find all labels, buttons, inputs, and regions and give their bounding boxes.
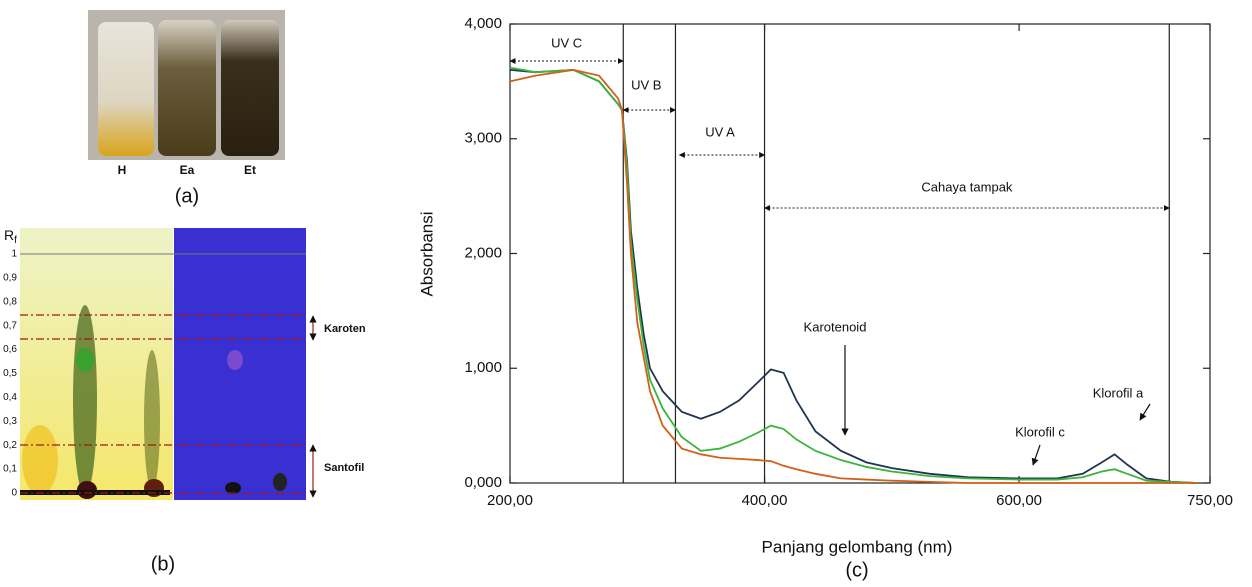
annotation: UV A [705, 124, 735, 139]
rf-tick-label: 0,2 [3, 440, 17, 451]
annotation: Cahaya tampak [921, 179, 1013, 194]
caption: (c) [845, 559, 868, 581]
rf-label: Rf [4, 227, 17, 246]
rf-tick-label: 0 [11, 488, 17, 499]
y-tick-label: 4,000 [464, 15, 502, 32]
series-line [509, 68, 1198, 484]
jar-label: H [118, 163, 127, 177]
x-tick-label: 750,00 [1187, 492, 1233, 509]
rf-label-sub: f [14, 235, 17, 246]
rf-ticks: 1 0,9 0,8 0,7 0,6 0,5 0,4 0,3 0,2 0,1 0 [3, 249, 17, 499]
rf-label-main: R [4, 227, 14, 243]
annotation-arrow [1031, 444, 1041, 466]
x-tick-label: 600,00 [996, 492, 1042, 509]
annotation-arrow [1139, 403, 1151, 421]
annotation: Klorofil a [1093, 385, 1144, 400]
y-tick-label: 3,000 [464, 130, 502, 147]
plot: 0,000 1,000 2,000 3,000 4,000 200,00 400,00 600… [464, 15, 1232, 509]
series-line [509, 66, 1198, 484]
photo-a [88, 10, 285, 160]
x-axis-title: Panjang gelombang (nm) [762, 537, 953, 556]
caption: (b) [151, 553, 175, 575]
annotation: UV B [631, 77, 661, 92]
y-tick-label: 2,000 [464, 244, 502, 261]
y-tick-label: 1,000 [464, 359, 502, 376]
rf-tick-label: 0,6 [3, 344, 17, 355]
tlc-plates [20, 228, 317, 500]
caption: (a) [175, 185, 199, 207]
jar-label: Ea [180, 163, 195, 177]
rf-tick-label: 0,4 [3, 392, 17, 403]
rf-tick-label: 1 [11, 249, 17, 260]
annotation: UV C [551, 35, 582, 50]
annotation: Santofil [324, 462, 364, 474]
annotation: Klorofil c [1015, 424, 1065, 439]
x-tick-label: 400,00 [742, 492, 788, 509]
plot-frame [509, 23, 1211, 484]
x-tick-label: 200,00 [487, 492, 533, 509]
jar-label: Et [244, 163, 256, 177]
rf-tick-label: 0,7 [3, 320, 17, 331]
rf-tick-label: 0,9 [3, 273, 17, 284]
rf-tick-label: 0,3 [3, 416, 17, 427]
series-line [509, 68, 1198, 484]
annotation: Karoten [324, 323, 366, 335]
rf-tick-label: 0,5 [3, 368, 17, 379]
rf-tick-label: 0,1 [3, 464, 17, 475]
rf-tick-label: 0,8 [3, 296, 17, 307]
annotation: Karotenoid [804, 319, 867, 334]
y-axis-title: Absorbansi [417, 211, 436, 296]
y-tick-label: 0,000 [464, 474, 502, 491]
